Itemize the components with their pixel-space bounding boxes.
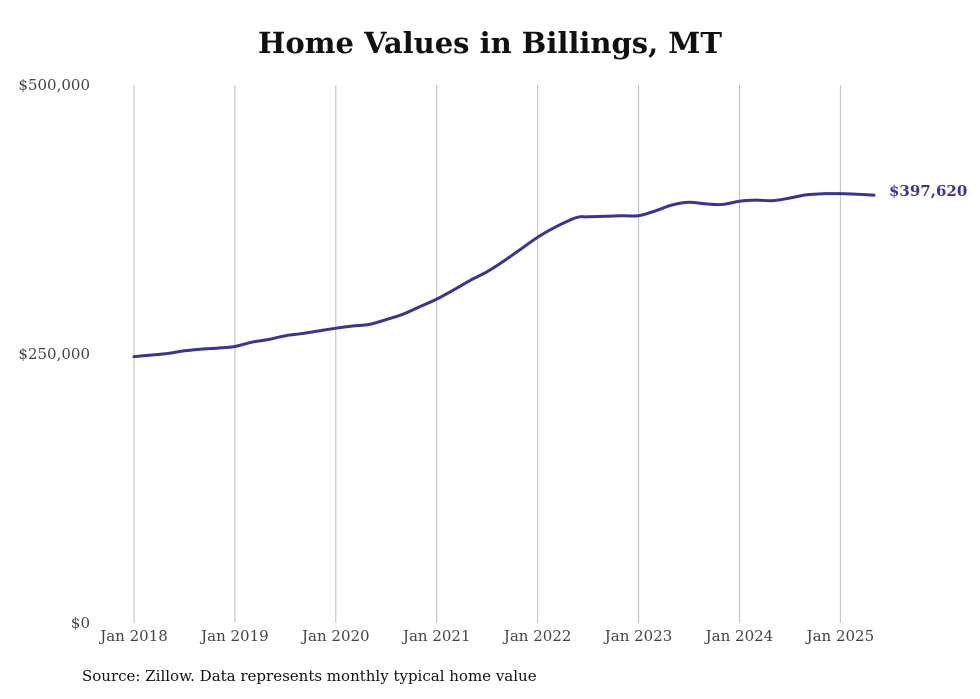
x-tick-label: Jan 2021 (401, 627, 471, 645)
x-tick-label: Jan 2023 (603, 627, 673, 645)
line-chart: $0$250,000$500,000 Jan 2018 Jan 2019 Jan 2… (18, 76, 967, 645)
y-axis-tick-labels: $0 $250,000 $500,000 (18, 76, 90, 632)
x-tick-label: Jan 2024 (704, 627, 774, 645)
series-line-0 (132, 192, 876, 359)
x-axis-tick-labels: Jan 2018 Jan 2019 Jan 2020 Jan 2021 Jan 2022… (98, 627, 874, 645)
source-note: Source: Zillow. Data represents monthly … (82, 667, 537, 685)
x-tick-label: Jan 2025 (805, 627, 875, 645)
y-tick-label: $0 (71, 614, 90, 632)
chart-title: Home Values in Billings, MT (258, 26, 722, 60)
series-layer (132, 192, 876, 359)
vertical-gridlines (133, 85, 841, 623)
y-tick-label: $500,000 (18, 76, 90, 94)
y-tick-label: $250,000 (18, 345, 90, 363)
x-tick-label: Jan 2018 (98, 627, 168, 645)
x-tick-label: Jan 2019 (199, 627, 269, 645)
x-tick-label: Jan 2020 (300, 627, 370, 645)
end-label-layer: $397,620 (889, 182, 967, 200)
end-value-label: $397,620 (889, 182, 967, 200)
x-tick-label: Jan 2022 (502, 627, 572, 645)
